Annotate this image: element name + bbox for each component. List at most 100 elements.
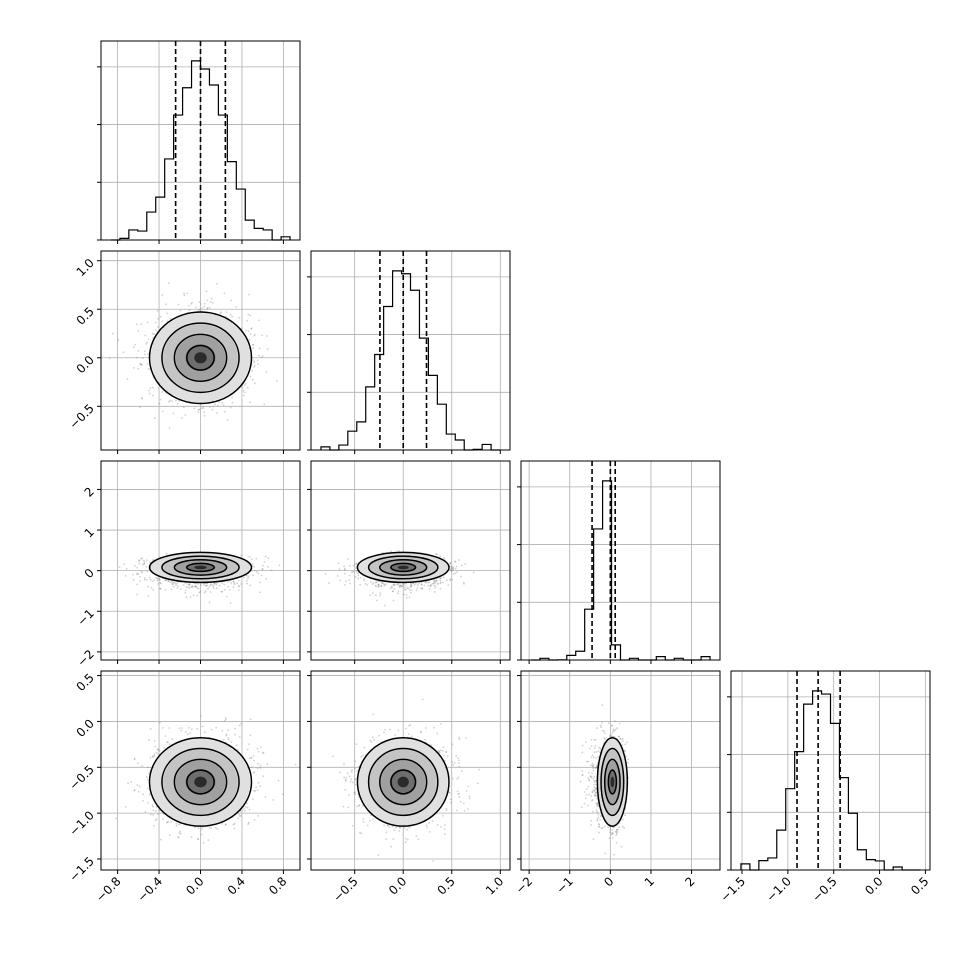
scatter-point bbox=[265, 371, 268, 373]
scatter-point bbox=[194, 585, 197, 588]
scatter-point bbox=[145, 565, 148, 568]
scatter-point bbox=[146, 341, 149, 344]
scatter-point bbox=[248, 293, 251, 296]
scatter-point bbox=[139, 580, 142, 582]
scatter-point bbox=[253, 382, 256, 385]
scatter-point bbox=[246, 319, 249, 322]
scatter-point bbox=[243, 394, 245, 397]
scatter-point bbox=[380, 584, 382, 587]
scatter-point bbox=[194, 306, 197, 309]
scatter-point bbox=[142, 799, 144, 802]
scatter-point bbox=[392, 599, 395, 602]
scatter-point bbox=[375, 594, 377, 597]
scatter-point bbox=[250, 766, 253, 769]
scatter-point bbox=[204, 590, 207, 593]
scatter-point bbox=[150, 586, 153, 589]
scatter-point bbox=[413, 584, 416, 586]
scatter-point bbox=[133, 346, 135, 348]
scatter-point bbox=[161, 320, 164, 323]
scatter-point bbox=[212, 585, 215, 588]
scatter-point bbox=[157, 317, 160, 320]
scatter-point bbox=[237, 589, 240, 591]
scatter-point bbox=[410, 583, 412, 585]
scatter-point bbox=[184, 414, 187, 416]
scatter-point bbox=[152, 588, 155, 591]
scatter-point bbox=[196, 582, 199, 585]
scatter-point bbox=[231, 396, 233, 399]
scatter-point bbox=[124, 806, 127, 808]
scatter-point bbox=[262, 564, 264, 567]
scatter-point bbox=[257, 572, 260, 575]
scatter-point bbox=[176, 582, 179, 585]
scatter-point bbox=[464, 563, 467, 565]
scatter-point bbox=[246, 580, 248, 582]
scatter-point bbox=[229, 406, 232, 409]
scatter-point bbox=[203, 591, 206, 594]
scatter-point bbox=[136, 566, 139, 569]
scatter-point bbox=[246, 386, 249, 389]
scatter-point bbox=[256, 747, 259, 750]
scatter-point bbox=[139, 406, 142, 409]
scatter-point bbox=[159, 588, 162, 590]
scatter-point bbox=[215, 726, 218, 729]
scatter-point bbox=[428, 587, 431, 590]
scatter-point bbox=[153, 579, 156, 581]
scatter-point bbox=[157, 578, 159, 580]
scatter-point bbox=[232, 586, 235, 588]
scatter-point bbox=[439, 555, 441, 557]
scatter-point bbox=[155, 577, 158, 579]
scatter-point bbox=[397, 592, 399, 595]
scatter-point bbox=[166, 320, 169, 322]
scatter-panel-2-0 bbox=[97, 460, 301, 664]
scatter-point bbox=[167, 580, 170, 583]
scatter-point bbox=[324, 573, 327, 575]
scatter-point bbox=[415, 589, 418, 591]
scatter-point bbox=[253, 361, 256, 364]
scatter-point bbox=[203, 584, 206, 586]
scatter-point bbox=[343, 567, 346, 570]
scatter-point bbox=[272, 799, 275, 801]
scatter-point bbox=[418, 582, 421, 585]
histogram-panel-2 bbox=[517, 460, 721, 664]
scatter-point bbox=[419, 587, 422, 590]
scatter-point bbox=[251, 563, 254, 565]
scatter-point bbox=[403, 586, 406, 589]
scatter-point bbox=[171, 583, 174, 586]
scatter-point bbox=[437, 583, 439, 585]
scatter-point bbox=[200, 833, 203, 836]
scatter-point bbox=[153, 753, 156, 756]
scatter-point bbox=[199, 590, 202, 593]
scatter-point bbox=[117, 339, 120, 342]
scatter-point bbox=[219, 312, 222, 315]
scatter-point bbox=[439, 579, 442, 582]
scatter-point bbox=[258, 354, 260, 357]
scatter-point bbox=[209, 406, 211, 408]
scatter-point bbox=[253, 366, 255, 368]
scatter-point bbox=[220, 590, 223, 593]
scatter-point bbox=[256, 359, 259, 362]
scatter-point bbox=[364, 583, 367, 585]
scatter-point bbox=[243, 384, 246, 386]
scatter-point bbox=[194, 585, 197, 588]
scatter-point bbox=[248, 338, 251, 341]
scatter-point bbox=[176, 403, 179, 405]
scatter-point bbox=[134, 564, 136, 567]
scatter-point bbox=[156, 309, 159, 312]
scatter-point bbox=[250, 327, 253, 330]
scatter-point bbox=[199, 308, 201, 311]
scatter-point bbox=[198, 408, 201, 411]
scatter-point bbox=[435, 553, 437, 556]
scatter-point bbox=[174, 582, 177, 585]
scatter-point bbox=[161, 391, 164, 393]
scatter-point bbox=[196, 594, 199, 597]
scatter-point bbox=[141, 397, 144, 400]
scatter-point bbox=[226, 419, 229, 421]
scatter-point bbox=[211, 408, 214, 411]
scatter-point bbox=[151, 580, 154, 583]
scatter-point bbox=[187, 304, 190, 307]
scatter-point bbox=[339, 579, 341, 582]
scatter-point bbox=[169, 399, 171, 402]
scatter-point bbox=[157, 325, 159, 328]
scatter-point bbox=[167, 580, 170, 582]
scatter-point bbox=[124, 574, 127, 577]
